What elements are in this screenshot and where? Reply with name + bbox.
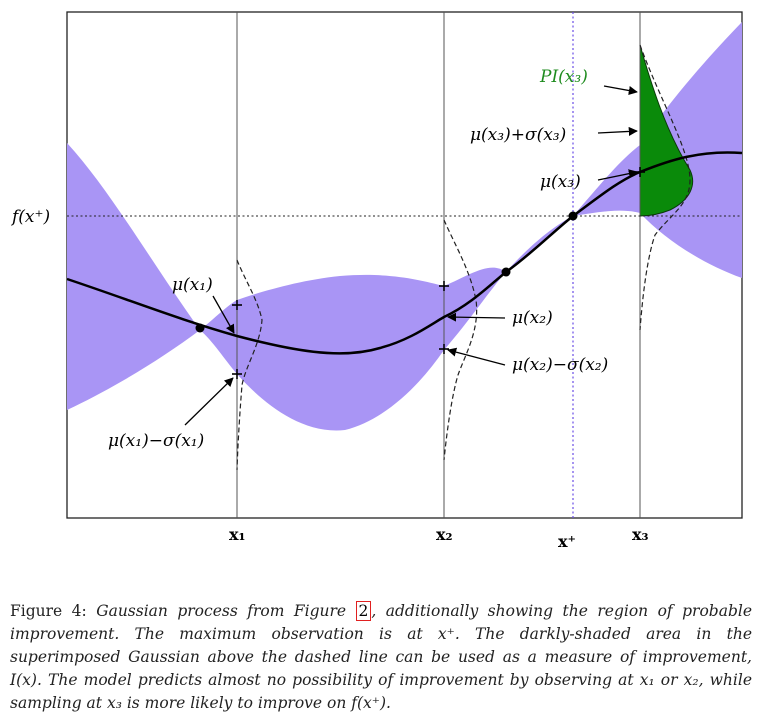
label-mu-x1: μ(x₁) [172,275,213,295]
gaussian-x3 [639,44,691,331]
tick-label-x-plus: x⁺ [558,532,576,551]
label-mu-x2: μ(x₂) [512,308,553,328]
observation-point [501,267,511,277]
label-mu-minus-sigma-x2: μ(x₂)−σ(x₂) [512,355,608,375]
tick-label-x2: x₂ [436,525,453,544]
mu-sigma-markers [232,167,645,379]
tick-label-x3: x₃ [632,525,649,544]
caption-text-1: Gaussian process from Figure [86,602,356,620]
gaussian-x2 [443,219,478,461]
caption-text-2: , additionally showing the region of pro… [10,602,752,712]
caption-lead: Figure 4: [10,602,87,620]
annotation-arrows [184,85,638,426]
label-mu-minus-sigma-x1: μ(x₁)−σ(x₁) [108,431,204,451]
figure-caption: Figure 4: Gaussian process from Figure 2… [10,600,752,715]
figure-reference-link[interactable]: 2 [355,601,372,621]
observation-point [195,323,205,333]
label-mu-x3: μ(x₃) [540,172,581,192]
gaussian-process-figure: μ(x₁) μ(x₁)−σ(x₁) μ(x₂) μ(x₂)−σ(x₂) μ(x₃… [10,11,743,551]
tick-label-x1: x₁ [229,525,246,544]
improvement-area [639,44,694,217]
label-mu-plus-sigma-x3: μ(x₃)+σ(x₃) [470,125,566,145]
label-pi-x3: PI(x₃) [539,67,588,87]
observation-point [568,211,578,221]
uncertainty-band [67,22,742,431]
gaussian-x1 [236,259,263,471]
y-label-f-x-plus: f(x⁺) [10,207,50,227]
